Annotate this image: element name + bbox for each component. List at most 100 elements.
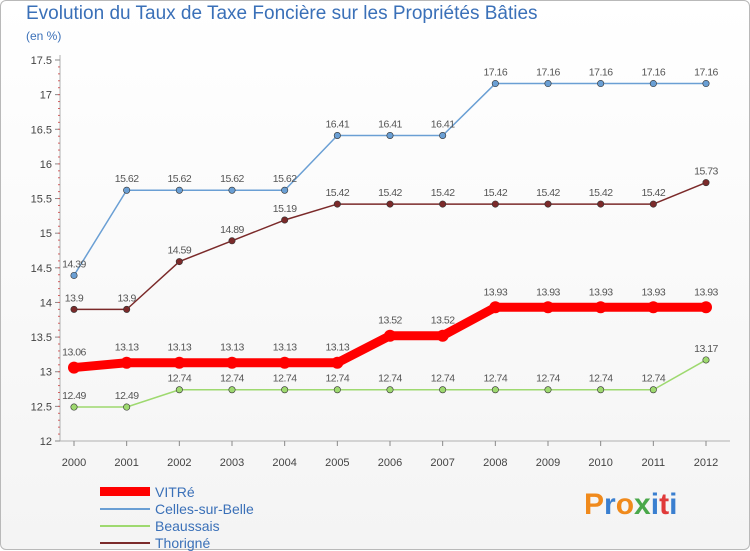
- data-point: [702, 80, 710, 88]
- x-tick-label: 2005: [325, 457, 349, 469]
- data-label: 15.62: [220, 173, 244, 185]
- data-label: 13.06: [62, 347, 86, 359]
- data-label: 13.13: [167, 342, 191, 354]
- data-point: [331, 356, 344, 369]
- data-label: 13.9: [117, 292, 136, 304]
- data-point: [386, 200, 394, 208]
- data-point: [281, 186, 289, 194]
- data-point: [544, 386, 552, 394]
- data-point: [68, 361, 80, 374]
- legend-item: Beaussais: [100, 517, 254, 534]
- logo-letter: x: [634, 488, 651, 521]
- proxiti-logo: Proxiti: [584, 488, 677, 522]
- data-point: [386, 132, 394, 140]
- legend-label: Celles-sur-Belle: [155, 500, 254, 517]
- data-label: 12.74: [641, 373, 665, 385]
- x-tick-label: 2002: [167, 457, 191, 469]
- data-point: [700, 301, 712, 314]
- chart-subtitle: (en %): [26, 29, 62, 43]
- legend-swatch: [100, 541, 150, 544]
- chart-title: Evolution du Taux de Taxe Foncière sur l…: [26, 3, 538, 24]
- data-label: 17.16: [483, 67, 507, 79]
- data-point: [70, 271, 78, 279]
- y-tick-label: 16: [40, 159, 52, 171]
- data-label: 13.52: [378, 315, 402, 327]
- legend-item: Thorigné: [100, 534, 254, 551]
- data-label: 13.13: [115, 342, 139, 354]
- data-label: 12.74: [483, 373, 507, 385]
- y-tick-label: 14: [40, 297, 52, 309]
- data-label: 13.13: [325, 342, 349, 354]
- data-label: 15.19: [273, 203, 297, 215]
- data-point: [597, 80, 605, 88]
- data-point: [649, 386, 657, 394]
- y-tick-label: 12: [40, 436, 52, 448]
- data-point: [594, 301, 607, 314]
- data-point: [228, 386, 236, 394]
- data-point: [439, 200, 447, 208]
- x-tick-label: 2003: [220, 457, 244, 469]
- data-label: 17.16: [694, 67, 718, 79]
- x-tick-label: 2012: [694, 457, 718, 469]
- data-label: 14.89: [220, 224, 244, 236]
- data-point: [386, 386, 394, 394]
- data-label: 13.93: [589, 286, 613, 298]
- data-point: [120, 356, 133, 369]
- data-label: 17.16: [641, 67, 665, 79]
- data-point: [281, 216, 289, 224]
- data-label: 15.62: [167, 173, 191, 185]
- data-label: 12.74: [431, 373, 455, 385]
- data-label: 17.16: [589, 67, 613, 79]
- legend-swatch: [100, 487, 150, 496]
- data-label: 12.74: [220, 373, 244, 385]
- data-label: 13.93: [483, 286, 507, 298]
- data-label: 12.49: [62, 390, 86, 402]
- data-label: 13.9: [65, 292, 84, 304]
- data-point: [123, 186, 131, 194]
- data-point: [702, 356, 710, 364]
- y-tick-label: 16.5: [31, 124, 52, 136]
- data-label: 12.74: [589, 373, 613, 385]
- data-label: 12.74: [273, 373, 297, 385]
- data-point: [542, 301, 554, 314]
- logo-letter: o: [615, 488, 635, 521]
- data-label: 15.42: [483, 187, 507, 199]
- x-tick-label: 2001: [114, 457, 138, 469]
- legend-label: VITRé: [155, 483, 195, 500]
- data-point: [226, 356, 238, 369]
- data-label: 12.74: [536, 373, 560, 385]
- data-label: 13.17: [694, 343, 718, 355]
- x-tick-label: 2007: [430, 457, 454, 469]
- data-point: [439, 132, 447, 140]
- data-label: 13.13: [273, 342, 297, 354]
- data-label: 13.93: [536, 286, 560, 298]
- y-tick-label: 17.5: [31, 55, 52, 67]
- logo-letter: i: [669, 488, 678, 521]
- data-point: [647, 301, 660, 314]
- logo-letter: t: [659, 488, 670, 521]
- x-tick-label: 2000: [62, 457, 86, 469]
- data-point: [384, 329, 396, 342]
- data-label: 15.42: [641, 187, 665, 199]
- y-tick-label: 17: [40, 90, 52, 102]
- x-tick-label: 2006: [378, 457, 402, 469]
- data-label: 15.42: [378, 187, 402, 199]
- data-point: [70, 403, 78, 411]
- y-tick-label: 13.5: [31, 332, 52, 344]
- data-point: [491, 80, 499, 88]
- data-point: [491, 200, 499, 208]
- data-point: [70, 305, 78, 313]
- legend-item: VITRé: [100, 483, 254, 500]
- data-label: 15.42: [325, 187, 349, 199]
- data-point: [436, 329, 449, 342]
- data-point: [649, 80, 657, 88]
- data-point: [491, 386, 499, 394]
- y-tick-label: 12.5: [31, 401, 52, 413]
- data-label: 15.42: [589, 187, 613, 199]
- data-point: [123, 305, 131, 313]
- data-point: [175, 258, 183, 266]
- data-label: 16.41: [431, 119, 455, 131]
- data-label: 16.41: [325, 119, 349, 131]
- y-tick-label: 13: [40, 367, 52, 379]
- data-point: [175, 386, 183, 394]
